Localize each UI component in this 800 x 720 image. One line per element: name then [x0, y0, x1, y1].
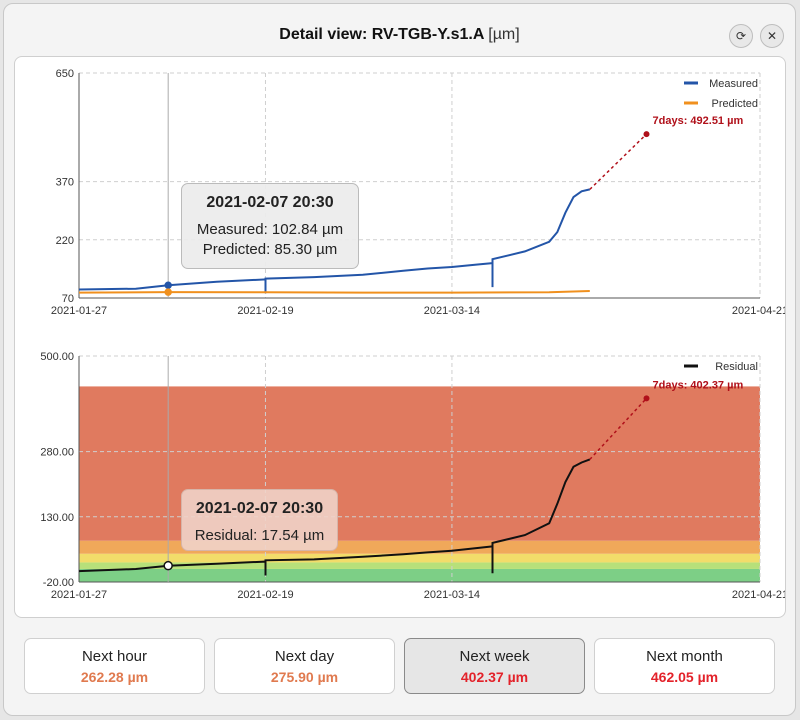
card-value: 462.05 µm: [650, 669, 719, 685]
close-button[interactable]: ✕: [760, 24, 784, 48]
card-label: Next month: [646, 648, 723, 665]
x-tick-label: 2021-03-14: [424, 305, 480, 317]
x-tick-label: 2021-01-27: [51, 589, 107, 601]
series-line-residual: [78, 458, 591, 576]
card-label: Next day: [274, 648, 335, 665]
x-tick-label: 2021-04-21: [732, 589, 785, 601]
next-week-card[interactable]: Next week 402.37 µm: [404, 638, 585, 694]
legend-label: Residual: [715, 361, 758, 373]
card-label: Next hour: [81, 648, 148, 665]
legend-label: Measured: [709, 78, 758, 90]
threshold-band: [79, 568, 760, 582]
next-month-card[interactable]: Next month 462.05 µm: [594, 638, 775, 694]
card-value: 275.90 µm: [270, 669, 339, 685]
close-icon: ✕: [766, 29, 778, 43]
tooltip-residual: Residual: 17.54 µm: [194, 527, 325, 544]
window-title-unit: [µm]: [488, 26, 520, 43]
x-tick-label: 2021-02-19: [237, 589, 293, 601]
y-tick-label: 130.00: [40, 512, 74, 524]
measured-tooltip: 2021-02-07 20:30 Measured: 102.84 µm Pre…: [181, 183, 359, 269]
x-tick-label: 2021-04-21: [732, 305, 785, 317]
residual-tooltip: 2021-02-07 20:30 Residual: 17.54 µm: [181, 489, 338, 551]
refresh-button[interactable]: ⟳: [729, 24, 753, 48]
residual-chart[interactable]: -20.00 130.00 280.00 500.00 2021-01-27 2021-0…: [15, 342, 785, 607]
forecast-label: 7days: 492.51 µm: [653, 115, 744, 127]
tooltip-timestamp: 2021-02-07 20:30: [195, 500, 324, 517]
y-tick-label: -20.00: [43, 577, 74, 589]
y-tick-label: 280.00: [40, 447, 74, 459]
hover-marker: [164, 288, 172, 296]
y-tick-label: 70: [62, 293, 74, 305]
legend-label: Predicted: [712, 98, 758, 110]
y-tick-label: 500.00: [40, 351, 74, 363]
refresh-icon: ⟳: [735, 29, 747, 43]
card-value: 262.28 µm: [80, 669, 149, 685]
threshold-band: [79, 562, 760, 569]
next-hour-card[interactable]: Next hour 262.28 µm: [24, 638, 205, 694]
next-day-card[interactable]: Next day 275.90 µm: [214, 638, 395, 694]
y-tick-label: 220: [56, 235, 74, 247]
card-value: 402.37 µm: [460, 669, 529, 685]
forecast-line: [589, 133, 648, 190]
forecast-point: [643, 395, 650, 402]
tooltip-measured: Measured: 102.84 µm: [196, 221, 344, 238]
threshold-band: [79, 553, 760, 563]
charts-panel: 70 220 370 650 2021-01-27 2021-02-19 2021-03-1…: [14, 56, 786, 618]
forecast-point: [643, 131, 650, 138]
card-label: Next week: [459, 648, 530, 665]
series-line-measured: [78, 188, 591, 294]
tooltip-predicted: Predicted: 85.30 µm: [202, 241, 338, 258]
forecast-cards: Next hour 262.28 µm Next day 275.90 µm N…: [24, 638, 776, 696]
measured-predicted-chart[interactable]: 70 220 370 650 2021-01-27 2021-02-19 2021-03-1…: [15, 57, 785, 337]
hover-marker: [163, 560, 173, 571]
forecast-label: 7days: 402.37 µm: [653, 379, 744, 391]
series-line-predicted: [78, 290, 590, 294]
y-tick-label: 650: [56, 68, 74, 80]
tooltip-timestamp: 2021-02-07 20:30: [206, 194, 334, 211]
window-title-text: Detail view: RV-TGB-Y.s1.A: [279, 26, 484, 43]
x-tick-label: 2021-02-19: [237, 305, 293, 317]
hover-marker: [164, 281, 172, 290]
x-tick-label: 2021-03-14: [424, 589, 480, 601]
y-tick-label: 370: [56, 177, 74, 189]
x-tick-label: 2021-01-27: [51, 305, 107, 317]
window-title: Detail view: RV-TGB-Y.s1.A [µm]: [4, 26, 795, 44]
forecast-line: [589, 397, 648, 460]
